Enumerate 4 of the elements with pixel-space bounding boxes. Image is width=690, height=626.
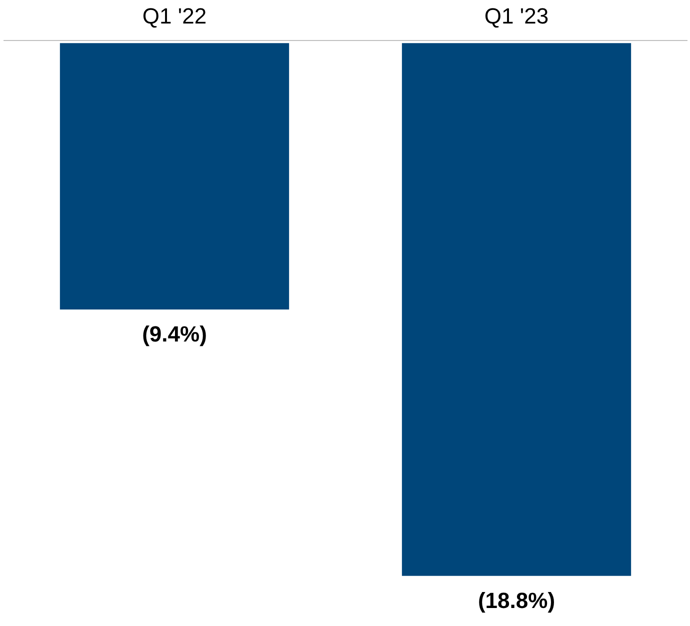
x-tick-label: Q1 '23 (484, 4, 549, 28)
x-tick-label: Q1 '22 (142, 4, 207, 28)
data-label: (18.8%) (478, 588, 556, 613)
data-label: (9.4%) (142, 322, 207, 347)
